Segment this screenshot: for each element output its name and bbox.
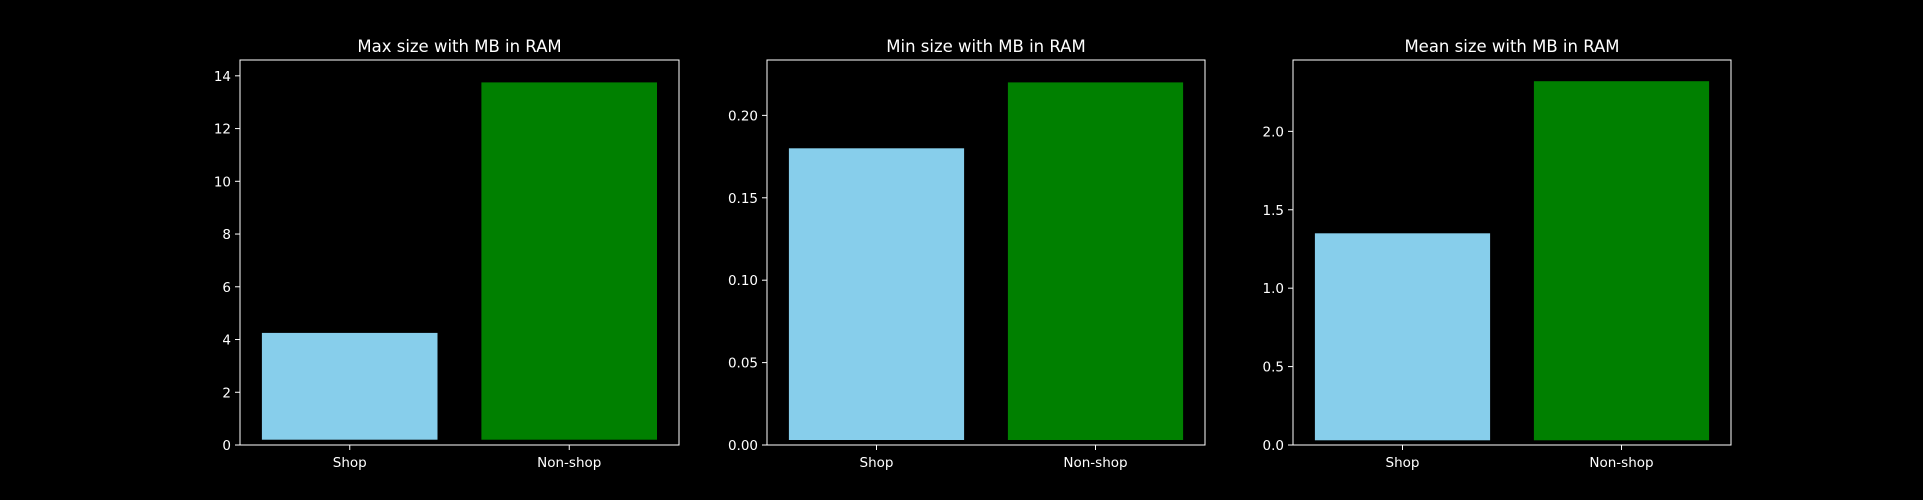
x-tick-label: Non-shop	[537, 455, 601, 471]
bar-shop	[788, 148, 965, 441]
x-tick-label: Non-shop	[1063, 455, 1127, 471]
y-tick-label: 4	[222, 333, 231, 349]
y-tick-label: 0.10	[728, 273, 758, 289]
y-tick-label: 2	[222, 385, 231, 401]
bar-shop	[1314, 233, 1491, 441]
chart-title: Min size with MB in RAM	[886, 37, 1085, 56]
x-tick-label: Shop	[333, 455, 367, 471]
x-tick-label: Shop	[1386, 455, 1420, 471]
axes-frame	[766, 59, 1206, 446]
y-tick-label: 0.5	[1263, 360, 1284, 376]
x-tick-label: Non-shop	[1589, 455, 1653, 471]
x-tick-label: Shop	[860, 455, 894, 471]
bar-shop	[261, 332, 438, 440]
y-tick-label: 1.0	[1263, 281, 1284, 297]
chart-title: Max size with MB in RAM	[357, 37, 561, 56]
y-tick-label: 14	[214, 69, 231, 85]
y-tick-label: 0.05	[728, 356, 758, 372]
chart-panel-1: 0 2 4 6 8 10 12 14 Shop Non-shop Max size with MB …	[214, 37, 680, 471]
bar-non-shop	[1007, 82, 1184, 441]
y-tick-label: 1.5	[1263, 203, 1284, 219]
chart-panel-2: 0.00 0.05 0.10 0.15 0.20 Shop Non-shop Min size…	[728, 37, 1206, 471]
y-tick-label: 0.20	[728, 108, 758, 124]
y-tick-label: 0.0	[1263, 438, 1284, 454]
y-tick-label: 2.0	[1263, 124, 1284, 140]
bar-non-shop	[481, 82, 657, 440]
bar-non-shop	[1533, 81, 1710, 441]
y-tick-label: 0.00	[728, 438, 758, 454]
axes-frame	[239, 59, 680, 446]
y-tick-label: 8	[222, 227, 231, 243]
y-tick-label: 10	[214, 174, 231, 190]
y-tick-label: 0.15	[728, 191, 758, 207]
y-tick-label: 6	[222, 280, 231, 296]
chart-title: Mean size with MB in RAM	[1404, 37, 1619, 56]
chart-panel-3: 0.0 0.5 1.0 1.5 2.0 Shop Non-shop Mean size wit…	[1263, 37, 1732, 471]
y-tick-label: 12	[214, 122, 231, 138]
y-tick-label: 0	[222, 438, 231, 454]
axes-frame	[1292, 59, 1732, 446]
